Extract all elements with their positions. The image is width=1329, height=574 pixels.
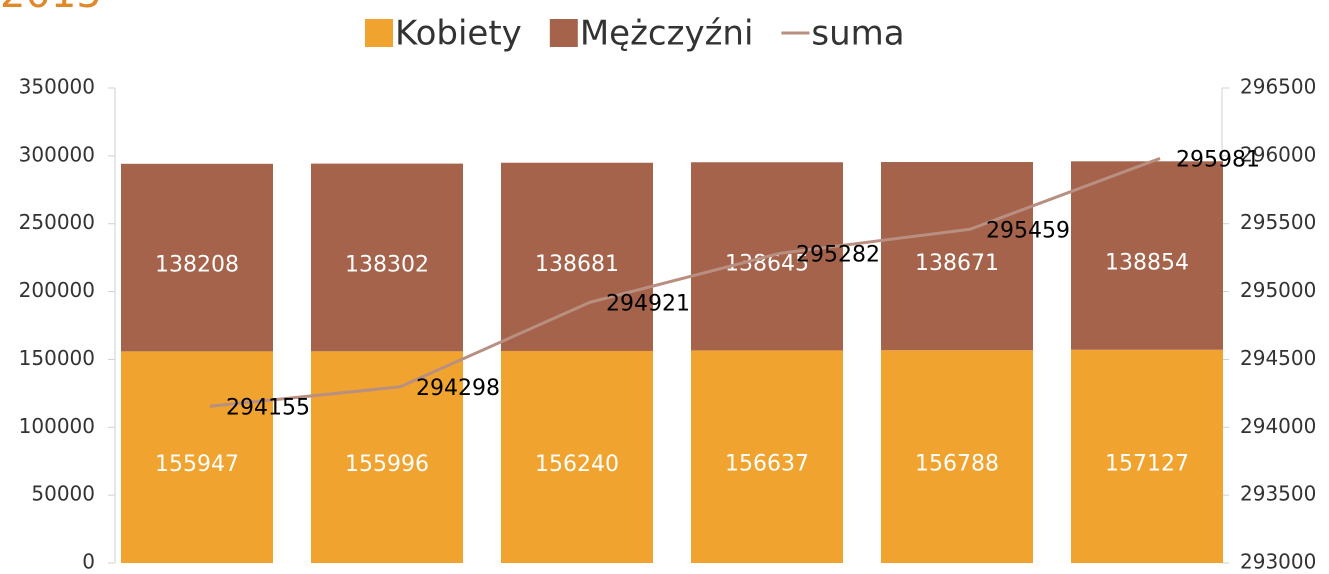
bar-label: 157127 [1105, 451, 1189, 476]
y2-tick-label: 296500 [1240, 75, 1316, 99]
line-label: 294155 [226, 395, 310, 420]
bar-label: 138302 [345, 252, 429, 277]
y2-tick-label: 293500 [1240, 482, 1316, 506]
legend-label: suma [811, 14, 904, 54]
bar-label: 138854 [1105, 251, 1189, 276]
legend-label: Mężczyźni [580, 14, 754, 54]
y-tick-label: 300000 [19, 142, 95, 166]
bar [501, 350, 653, 563]
legend-label: Kobiety [395, 14, 522, 54]
y2-tick-label: 295500 [1240, 210, 1316, 234]
y-tick-label: 250000 [19, 210, 95, 234]
line-label: 295981 [1176, 147, 1260, 172]
y-tick-label: 350000 [19, 75, 95, 99]
line-label: 295459 [986, 218, 1070, 243]
bar [1071, 349, 1223, 563]
bar-label: 155996 [345, 452, 429, 477]
bar [311, 351, 463, 563]
y2-tick-label: 295000 [1240, 278, 1316, 302]
line [209, 157, 1161, 408]
bar-label: 138208 [155, 253, 239, 278]
line-label: 295282 [796, 242, 880, 267]
bar [881, 162, 1033, 351]
y-tick-label: 200000 [19, 278, 95, 302]
bar [691, 350, 843, 563]
bar [121, 163, 273, 352]
line-label: 294921 [606, 291, 690, 316]
y-tick-label: 0 [82, 550, 95, 574]
bar-label: 138681 [535, 252, 619, 277]
y-tick-label: 100000 [19, 414, 95, 438]
bar-label: 156788 [915, 452, 999, 477]
y-tick-label: 150000 [19, 346, 95, 370]
legend-swatch [365, 19, 393, 47]
bar [311, 163, 463, 352]
bar [121, 351, 273, 563]
bar-label: 156240 [535, 452, 619, 477]
y2-tick-label: 294000 [1240, 414, 1316, 438]
line-label: 294298 [416, 376, 500, 401]
y2-tick-label: 296000 [1240, 142, 1316, 166]
legend-swatch [549, 19, 578, 47]
y2-tick-label: 294500 [1240, 346, 1316, 370]
chart-title: 2015 [0, 0, 102, 17]
bar [881, 350, 1033, 563]
bar-label: 155947 [155, 452, 239, 477]
bar-label: 138671 [915, 251, 999, 276]
y-tick-label: 50000 [31, 482, 95, 506]
bar [1071, 161, 1223, 350]
bar-label: 156637 [725, 452, 809, 477]
y2-tick-label: 293000 [1240, 550, 1316, 574]
bar [501, 162, 653, 351]
